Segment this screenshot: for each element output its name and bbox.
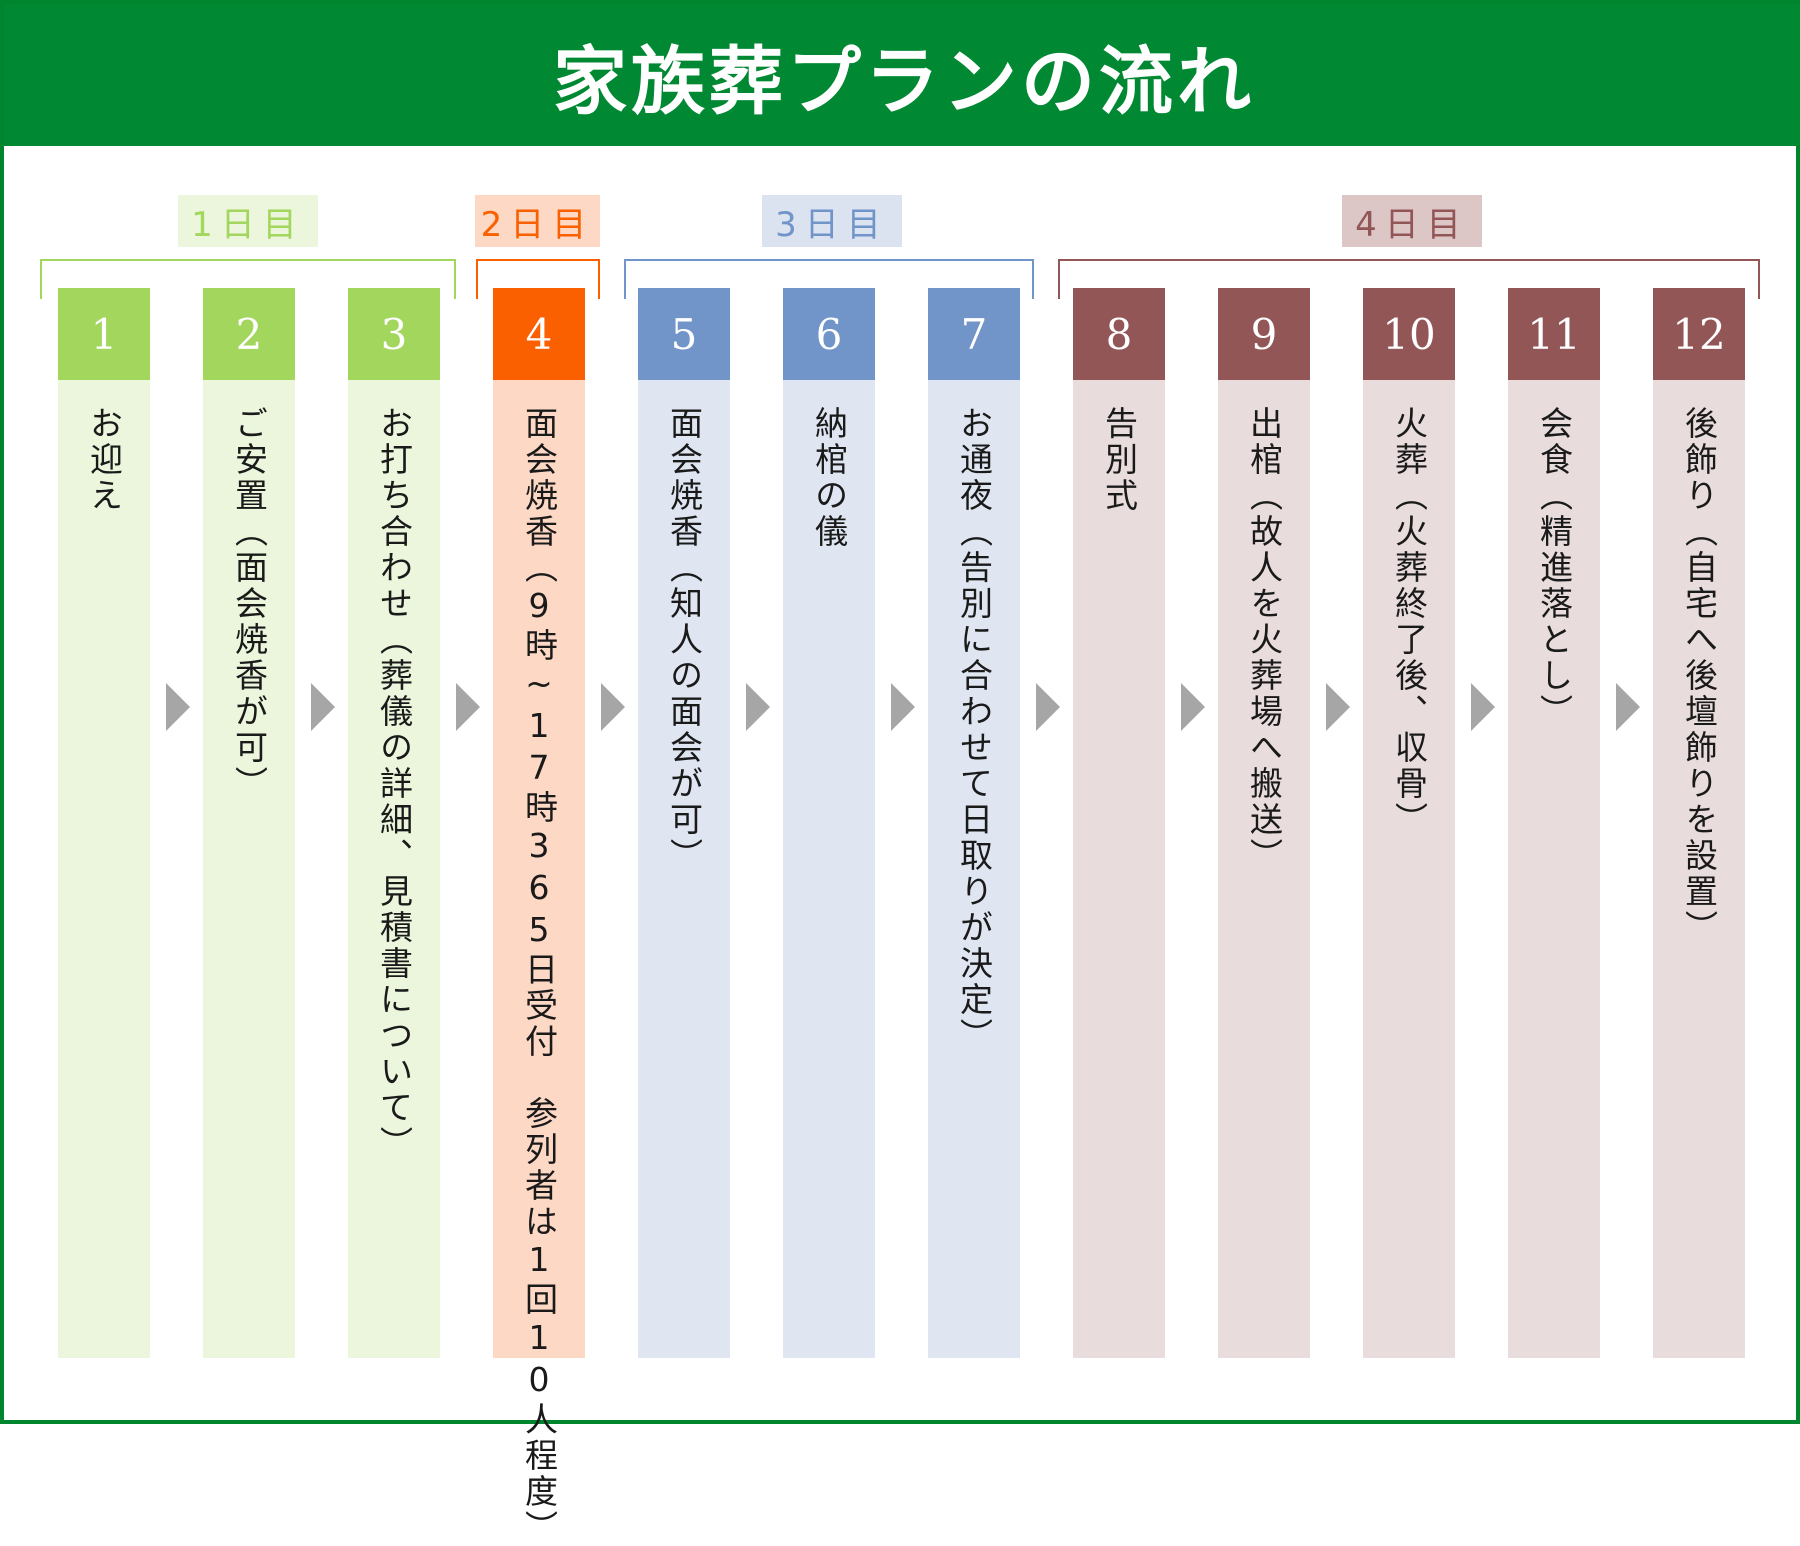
step-body: お打ち合わせ（葬儀の詳細、見積書について） [348,380,440,1358]
step-body: 後飾り（自宅へ後壇飾りを設置） [1653,380,1745,1358]
step-body: 面会焼香（9時~17時365日受付 参列者は1回10人程度） [493,380,585,1546]
step-number: 9 [1218,288,1310,380]
step-label: お打ち合わせ（葬儀の詳細、見積書について） [374,406,414,1162]
step-number: 3 [348,288,440,380]
step-label: 面会焼香（知人の面会が可） [664,406,704,874]
step-8: 8 告別式 [1073,288,1165,1358]
step-body: ご安置（面会焼香が可） [203,380,295,1358]
header-banner: 家族葬プランの流れ [4,4,1800,146]
step-number: 8 [1073,288,1165,380]
step-10: 10 火葬（火葬終了後、収骨） [1363,288,1455,1358]
chevron-right-icon [891,683,915,731]
step-body: お通夜（告別に合わせて日取りが決定） [928,380,1020,1358]
step-7: 7 お通夜（告別に合わせて日取りが決定） [928,288,1020,1358]
day-label-3-text: 3日目 [775,204,889,245]
step-label: 面会焼香（9時~17時365日受付 参列者は1回10人程度） [519,406,559,1546]
day-label-1-text: 1日目 [191,204,305,245]
step-label: 後飾り（自宅へ後壇飾りを設置） [1679,406,1719,946]
step-number: 10 [1363,288,1455,380]
page-title: 家族葬プランの流れ [553,38,1255,125]
chevron-right-icon [1616,683,1640,731]
step-body: 告別式 [1073,380,1165,1358]
day-label-2-text: 2日目 [480,204,595,245]
step-number: 11 [1508,288,1600,380]
step-body: 面会焼香（知人の面会が可） [638,380,730,1358]
step-number: 5 [638,288,730,380]
step-label: お迎え [84,406,124,514]
step-body: 会食（精進落とし） [1508,380,1600,1358]
day-2-bracket [476,259,600,299]
step-number: 1 [58,288,150,380]
day-label-4: 4日目 [1342,195,1482,247]
chevron-right-icon [456,683,480,731]
step-label: 出棺（故人を火葬場へ搬送） [1244,406,1284,874]
step-label: 火葬（火葬終了後、収骨） [1389,406,1429,838]
step-11: 11 会食（精進落とし） [1508,288,1600,1358]
day-label-4-text: 4日目 [1355,204,1469,245]
step-number: 7 [928,288,1020,380]
chevron-right-icon [746,683,770,731]
step-number: 4 [493,288,585,380]
step-5: 5 面会焼香（知人の面会が可） [638,288,730,1358]
step-body: 納棺の儀 [783,380,875,1358]
day-1-bracket [40,259,456,299]
step-label: 会食（精進落とし） [1534,406,1574,730]
chevron-right-icon [601,683,625,731]
chevron-right-icon [1471,683,1495,731]
day-label-1: 1日目 [178,195,318,247]
day-label-3: 3日目 [762,195,902,247]
step-body: お迎え [58,380,150,1358]
step-body: 出棺（故人を火葬場へ搬送） [1218,380,1310,1358]
step-3: 3 お打ち合わせ（葬儀の詳細、見積書について） [348,288,440,1358]
step-label: 告別式 [1099,406,1139,514]
step-1: 1 お迎え [58,288,150,1358]
step-body: 火葬（火葬終了後、収骨） [1363,380,1455,1358]
day-label-2: 2日目 [475,195,600,247]
step-6: 6 納棺の儀 [783,288,875,1358]
chevron-right-icon [1326,683,1350,731]
chevron-right-icon [1036,683,1060,731]
step-2: 2 ご安置（面会焼香が可） [203,288,295,1358]
chevron-right-icon [1181,683,1205,731]
step-12: 12 後飾り（自宅へ後壇飾りを設置） [1653,288,1745,1358]
step-label: お通夜（告別に合わせて日取りが決定） [954,406,994,1054]
step-number: 2 [203,288,295,380]
step-number: 6 [783,288,875,380]
chevron-right-icon [166,683,190,731]
step-label: 納棺の儀 [809,406,849,550]
step-number: 12 [1653,288,1745,380]
step-label: ご安置（面会焼香が可） [229,406,269,802]
day-3-bracket [624,259,1034,299]
chevron-right-icon [311,683,335,731]
step-9: 9 出棺（故人を火葬場へ搬送） [1218,288,1310,1358]
step-4: 4 面会焼香（9時~17時365日受付 参列者は1回10人程度） [493,288,585,1546]
day-4-bracket [1058,259,1760,299]
